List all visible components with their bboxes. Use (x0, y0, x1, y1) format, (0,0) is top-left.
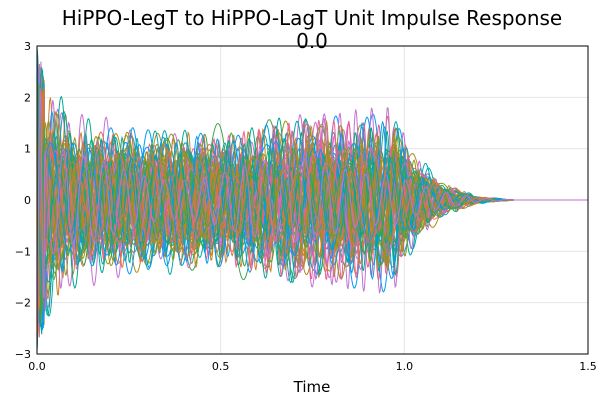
y-tick-label: −1 (15, 245, 31, 258)
series-group (37, 47, 588, 353)
series-line (37, 69, 588, 319)
y-tick-label: 3 (24, 40, 31, 53)
y-tick-label: 0 (24, 194, 31, 207)
plot-frame (36, 45, 589, 355)
chart-title: HiPPO-LegT to HiPPO-LagT Unit Impulse Re… (62, 6, 562, 30)
chart-subtitle: 0.0 (296, 29, 328, 53)
series-line (37, 88, 588, 323)
x-tick-label: 0.5 (212, 360, 230, 373)
y-tick-label: 2 (24, 91, 31, 104)
x-tick-label: 1.5 (579, 360, 597, 373)
x-tick-labels: 0.0 0.5 1.0 1.5 (28, 360, 597, 373)
y-tick-label: 1 (24, 143, 31, 156)
y-tick-label: −3 (15, 348, 31, 361)
series-line (37, 55, 588, 324)
x-tick-label: 0.0 (28, 360, 46, 373)
y-tick-labels: −3 −2 −1 0 1 2 3 (15, 40, 31, 361)
x-axis-label: Time (293, 378, 331, 396)
x-tick-label: 1.0 (396, 360, 414, 373)
y-tick-label: −2 (15, 297, 31, 310)
